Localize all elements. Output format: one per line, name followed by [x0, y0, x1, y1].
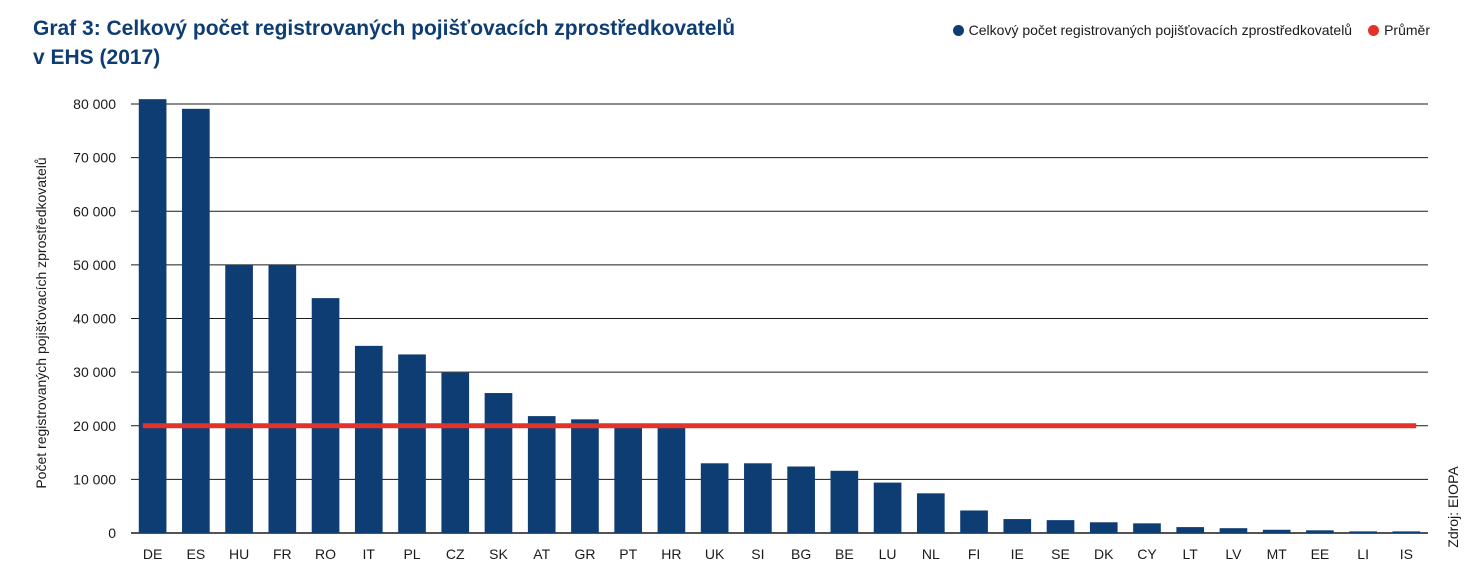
- x-tick-label: UK: [705, 546, 725, 562]
- x-tick-label: GR: [574, 546, 595, 562]
- y-tick-label: 80 000: [73, 96, 116, 112]
- legend: Celkový počet registrovaných pojišťovací…: [937, 22, 1430, 38]
- x-tick-label: LI: [1357, 546, 1369, 562]
- bar-cz: [441, 372, 470, 533]
- bar-se: [1046, 520, 1075, 533]
- legend-item-average: Průměr: [1368, 22, 1430, 38]
- x-tick-label: FR: [273, 546, 292, 562]
- bar-fi: [960, 510, 988, 533]
- legend-label-total: Celkový počet registrovaných pojišťovací…: [968, 22, 1353, 38]
- bar-at: [527, 416, 556, 533]
- x-tick-label: LU: [879, 546, 897, 562]
- x-tick-label: BG: [791, 546, 811, 562]
- x-tick-label: PL: [403, 546, 420, 562]
- x-tick-label: CY: [1137, 546, 1157, 562]
- bar-fr: [268, 264, 297, 533]
- x-tick-label: DE: [143, 546, 162, 562]
- source-note: Zdroj: EIOPA: [1445, 466, 1461, 548]
- x-tick-label: AT: [533, 546, 550, 562]
- bar-li: [1349, 531, 1377, 533]
- x-tick-label: LT: [1183, 546, 1199, 562]
- bar-sk: [484, 393, 513, 533]
- x-tick-label: ES: [187, 546, 206, 562]
- y-tick-label: 50 000: [73, 257, 116, 273]
- x-tick-label: PT: [619, 546, 637, 562]
- y-tick-label: 40 000: [73, 311, 116, 327]
- bar-pl: [398, 354, 426, 533]
- x-tick-label: RO: [315, 546, 336, 562]
- bar-be: [830, 470, 859, 533]
- chart-title-line-2: v EHS (2017): [33, 46, 161, 69]
- x-tick-label: IT: [363, 546, 376, 562]
- y-tick-label: 0: [108, 525, 116, 541]
- bar-cy: [1133, 523, 1161, 533]
- bar-lu: [873, 482, 902, 533]
- x-tick-label: IE: [1011, 546, 1024, 562]
- y-tick-label: 70 000: [73, 150, 116, 166]
- x-tick-label: SE: [1051, 546, 1070, 562]
- legend-marker-average: [1368, 24, 1380, 36]
- bar-hr: [657, 426, 686, 533]
- bar-dk: [1089, 522, 1118, 533]
- x-tick-label: SK: [489, 546, 508, 562]
- bar-ro: [311, 298, 340, 533]
- x-tick-label: CZ: [446, 546, 465, 562]
- bar-gr: [571, 419, 599, 533]
- legend-marker-total: [952, 24, 964, 36]
- chart-title: Graf 3: Celkový počet registrovaných poj…: [33, 14, 833, 72]
- bar-bg: [787, 466, 815, 533]
- bar-si: [744, 463, 772, 533]
- x-tick-label: HR: [661, 546, 681, 562]
- x-tick-label: EE: [1311, 546, 1330, 562]
- x-tick-labels: DE ES HU FR RO IT PL CZ SK AT GR PT HR UK SI BG BE LU NL FI…: [143, 546, 1413, 562]
- x-tick-label: NL: [922, 546, 940, 562]
- bar-lt: [1176, 527, 1205, 533]
- y-tick-label: 30 000: [73, 364, 116, 380]
- x-tick-label: HU: [229, 546, 249, 562]
- x-tick-label: FI: [968, 546, 980, 562]
- bar-is: [1392, 531, 1421, 533]
- y-tick-label: 60 000: [73, 203, 116, 219]
- x-tick-label: IS: [1400, 546, 1413, 562]
- y-tick-label: 20 000: [73, 418, 116, 434]
- bar-ie: [1003, 519, 1032, 533]
- y-tick-label: 10 000: [73, 471, 116, 487]
- chart-title-line-1: Graf 3: Celkový počet registrovaných poj…: [33, 17, 736, 40]
- x-tick-label: MT: [1267, 546, 1288, 562]
- x-tick-label: LV: [1225, 546, 1242, 562]
- y-tick-labels: 0 10 000 20 000 30 000 40 000 50 000 60 000 70 …: [73, 96, 116, 541]
- bar-hu: [225, 264, 253, 533]
- bar-it: [354, 345, 383, 533]
- x-tick-label: SI: [751, 546, 764, 562]
- bar-pt: [614, 424, 643, 533]
- legend-item-total: Celkový počet registrovaných pojišťovací…: [952, 22, 1353, 38]
- bars: [138, 99, 1421, 534]
- bar-lv: [1219, 528, 1248, 533]
- y-axis-title: Počet registrovaných pojišťovacích zpros…: [33, 157, 49, 488]
- x-tick-label: BE: [835, 546, 854, 562]
- bar-mt: [1262, 529, 1291, 533]
- bar-ee: [1306, 530, 1334, 533]
- legend-label-average: Průměr: [1384, 22, 1430, 38]
- x-tick-label: DK: [1094, 546, 1114, 562]
- bar-nl: [916, 493, 945, 533]
- bar-uk: [700, 463, 729, 533]
- bar-de: [138, 99, 167, 533]
- bar-es: [182, 108, 210, 534]
